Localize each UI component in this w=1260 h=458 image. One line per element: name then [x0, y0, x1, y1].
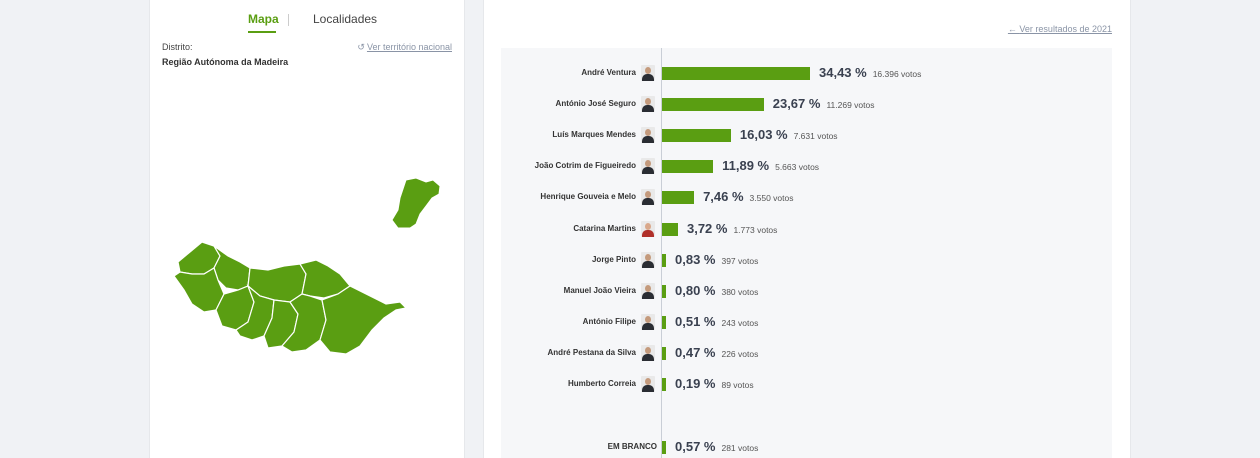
result-bar — [662, 222, 678, 236]
candidate-name: Catarina Martins — [573, 223, 636, 233]
blank-votes-label: EM BRANCO — [607, 442, 657, 451]
result-votes: 226 votos — [721, 348, 759, 359]
candidate-name: Manuel João Vieira — [563, 285, 636, 295]
candidate-photo — [641, 189, 655, 206]
candidate-row: Jorge Pinto 0,83 % 397 votos — [501, 250, 1112, 270]
result-votes: 380 votos — [721, 286, 759, 297]
tab-divider — [288, 14, 289, 26]
result-bar — [662, 315, 666, 329]
result-percentage: 11,89 % — [722, 158, 770, 174]
candidate-name: Luís Marques Mendes — [552, 130, 636, 140]
candidate-photo — [641, 344, 655, 361]
undo-icon: ↺ — [357, 42, 365, 52]
result-votes: 7.631 votos — [793, 131, 838, 142]
results-chart: André Ventura 34,43 % 16.396 votos António … — [501, 48, 1112, 458]
result-percentage: 0,83 % — [675, 251, 716, 267]
candidate-photo — [641, 282, 655, 299]
candidate-row: André Ventura 34,43 % 16.396 votos — [501, 63, 1112, 83]
result-bar — [662, 378, 666, 391]
national-territory-link-label: Ver território nacional — [366, 42, 452, 52]
result-bar — [662, 253, 666, 267]
candidate-photo — [641, 313, 655, 330]
result-bar — [662, 191, 695, 205]
active-tab-indicator — [248, 31, 276, 33]
candidate-row: João Cotrim de Figueiredo 11,89 % 5.663 vo… — [501, 156, 1112, 176]
candidate-row: Luís Marques Mendes 16,03 % 7.631 votos — [501, 125, 1112, 145]
candidate-photo — [641, 158, 655, 175]
candidate-name: André Ventura — [581, 68, 636, 77]
district-label: Distrito: — [162, 42, 193, 52]
candidate-photo — [641, 96, 655, 113]
candidate-name: Humberto Correia — [567, 379, 636, 388]
result-votes: 397 votos — [721, 255, 759, 266]
blank-votes-row: EM BRANCO 0,57 % 281 votos — [501, 437, 1112, 457]
result-votes: 1.773 votos — [733, 224, 778, 235]
candidate-name: André Pestana da Silva — [547, 347, 636, 357]
result-votes: 11.269 votos — [826, 100, 875, 111]
arrow-left-icon: ← — [1007, 24, 1020, 34]
result-bar — [662, 129, 731, 143]
result-percentage: 0,47 % — [675, 344, 716, 360]
candidate-photo — [641, 65, 655, 81]
result-percentage: 3,72 % — [686, 220, 728, 236]
result-percentage: 0,80 % — [675, 282, 716, 298]
result-percentage: 23,67 % — [772, 96, 821, 112]
result-votes: 16.396 votos — [872, 69, 922, 79]
result-bar — [662, 284, 666, 298]
candidate-name: Henrique Gouveia e Melo — [540, 192, 636, 202]
candidate-name: João Cotrim de Figueiredo — [534, 161, 636, 171]
result-percentage: 0,51 % — [675, 313, 716, 329]
map-panel: Mapa Localidades Distrito: Região Autóno… — [149, 0, 465, 458]
result-percentage: 16,03 % — [739, 127, 788, 143]
candidate-row: Catarina Martins 3,72 % 1.773 votos — [501, 219, 1112, 239]
candidate-row: Henrique Gouveia e Melo 7,46 % 3.550 votos — [501, 187, 1112, 207]
candidate-row: Humberto Correia 0,19 % 89 votos — [501, 374, 1112, 394]
result-votes: 5.663 votos — [775, 162, 820, 173]
result-percentage: 7,46 % — [703, 189, 744, 205]
tab-localities[interactable]: Localidades — [313, 12, 378, 26]
result-votes: 281 votos — [721, 443, 759, 453]
result-bar — [662, 160, 714, 174]
previous-results-link[interactable]: ← Ver resultados de 2021 — [1008, 24, 1112, 34]
candidate-row: Manuel João Vieira 0,80 % 380 votos — [501, 281, 1112, 301]
district-value: Região Autónoma da Madeira — [162, 57, 289, 67]
view-tabs: Mapa Localidades — [150, 12, 464, 33]
national-territory-link[interactable]: ↺ Ver território nacional — [357, 42, 452, 53]
candidate-photo — [641, 220, 655, 237]
candidate-photo — [641, 127, 655, 144]
map-region-funchal[interactable] — [281, 293, 327, 353]
candidate-name: António José Seguro — [555, 99, 636, 109]
candidate-row: André Pestana da Silva 0,47 % 226 votos — [501, 343, 1112, 363]
candidate-photo — [641, 251, 655, 268]
map-region-ribeira-brava[interactable] — [235, 284, 275, 341]
district-map — [173, 177, 441, 355]
result-percentage: 34,43 % — [819, 65, 867, 80]
candidate-name: Jorge Pinto — [591, 254, 636, 264]
previous-results-link-label: Ver resultados de 2021 — [1019, 24, 1112, 34]
candidate-row: António Filipe 0,51 % 243 votos — [501, 312, 1112, 332]
chart-axis-line — [661, 48, 662, 458]
results-panel: ← Ver resultados de 2021 André Ventura 34… — [483, 0, 1131, 458]
result-bar — [662, 67, 810, 80]
map-region-santa-cruz[interactable] — [319, 285, 408, 355]
map-region-calheta[interactable] — [173, 267, 225, 313]
result-bar — [662, 98, 764, 112]
candidate-row: António José Seguro 23,67 % 11.269 votos — [501, 94, 1112, 114]
result-bar — [662, 346, 666, 360]
result-percentage: 0,57 % — [675, 439, 716, 454]
blank-votes-bar — [662, 441, 666, 454]
map-region-porto-santo[interactable] — [391, 177, 441, 229]
candidate-name: António Filipe — [582, 316, 636, 326]
result-votes: 3.550 votos — [749, 193, 794, 204]
candidate-photo — [641, 376, 655, 392]
result-votes: 243 votos — [721, 317, 759, 328]
result-percentage: 0,19 % — [675, 376, 716, 391]
result-votes: 89 votos — [721, 380, 754, 390]
tab-map[interactable]: Mapa — [248, 12, 279, 26]
